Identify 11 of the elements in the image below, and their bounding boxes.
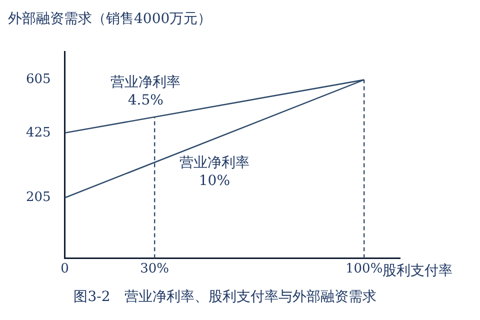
x-tick-label: 0	[60, 261, 69, 276]
series-label: 营业净利率 4.5%	[110, 74, 181, 109]
x-tick-label: 30%	[140, 261, 170, 276]
y-tick-label: 605	[26, 72, 51, 88]
y-tick-label: 205	[26, 190, 51, 206]
x-tick-label: 100%	[346, 261, 383, 276]
x-axis-title: 股利支付率	[382, 262, 453, 279]
y-tick-label: 425	[26, 125, 51, 140]
series-label: 营业净利率 10%	[179, 154, 250, 189]
y-axis-title: 外部融资需求（销售4000万元）	[8, 10, 213, 29]
text: 图3-2 营业净利率、股利支付率与外部融资需求	[72, 288, 378, 306]
